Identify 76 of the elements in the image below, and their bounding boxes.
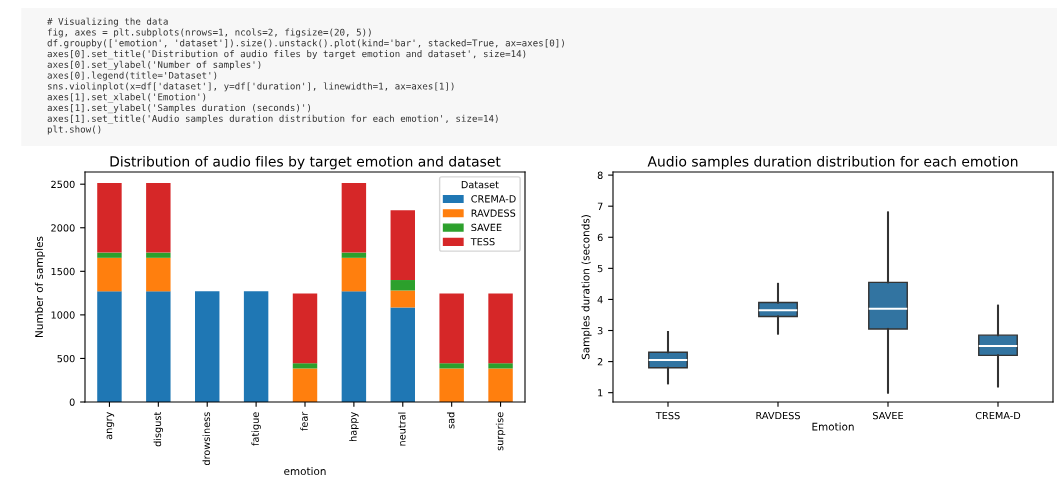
text: axes[0].set_ylabel('Number of samples') — [47, 60, 261, 70]
bar — [195, 291, 220, 402]
x-tick-label: disgust — [153, 411, 164, 447]
text: axes[0].legend(title='Dataset') — [47, 71, 217, 81]
bar — [390, 290, 415, 308]
y-axis-title: Samples duration (seconds) — [581, 215, 592, 360]
y-tick-label: 1000 — [51, 311, 75, 319]
y-tick-label: 7 — [597, 202, 603, 210]
bar — [341, 257, 367, 292]
x-tick-label: surprise — [495, 412, 506, 451]
y-tick-label: 2500 — [51, 180, 75, 189]
y-tick-label: 4 — [597, 296, 603, 304]
bar — [439, 363, 464, 369]
bar — [488, 368, 513, 402]
text: axes[1].set_ylabel('Samples duration (seconds)') — [47, 103, 311, 114]
x-axis-title: emotion — [284, 467, 326, 476]
bar — [97, 252, 122, 258]
chart-title: Audio samples duration distribution for each emotion — [647, 155, 1018, 170]
y-tick-label: 8 — [597, 171, 603, 179]
y-tick-label: 500 — [57, 354, 75, 363]
bar — [488, 293, 513, 364]
x-tick-label: neutral — [398, 412, 406, 446]
x-tick-label: drowsiness — [202, 412, 211, 466]
y-tick-label: 6 — [597, 233, 603, 242]
bar — [243, 291, 269, 402]
bar — [439, 368, 464, 402]
bar — [146, 257, 171, 292]
y-tick-label: 0 — [69, 398, 75, 406]
x-tick-label: fear — [300, 411, 308, 431]
text: axes[0].set_title('Distribution of audio files by target emotion and dataset', size=14) — [47, 50, 526, 60]
text: # Visualizing the data — [47, 17, 168, 27]
text: fig, axes = plt.subplots(nrows=1, ncols=2, figsize=(20, 5)) — [47, 28, 371, 38]
bar — [292, 293, 318, 364]
x-tick-label: angry — [106, 412, 115, 440]
x-tick-label: CREMA-D — [975, 411, 1021, 420]
bar — [488, 363, 513, 369]
bar — [292, 368, 318, 402]
bar — [146, 182, 171, 253]
text: df.groupby(['emotion', 'dataset']).size().unstack().plot(kind='bar', stacked=True, ax=axes[0]) — [47, 39, 564, 49]
bar — [97, 257, 122, 292]
bar — [341, 182, 367, 253]
text: axes[1].set_xlabel('Emotion') — [47, 93, 206, 103]
legend-title: Dataset — [461, 181, 499, 189]
legend-label: TESS — [470, 238, 495, 246]
bar — [390, 280, 415, 291]
y-tick-label: 1500 — [51, 267, 75, 276]
x-tick-label: TESS — [655, 411, 680, 420]
bar — [146, 252, 171, 258]
bar — [97, 291, 122, 402]
x-tick-label: RAVDESS — [756, 411, 800, 420]
x-tick-label: happy — [349, 412, 359, 442]
bar — [341, 291, 367, 402]
legend-label: CREMA-D — [471, 195, 516, 203]
text: axes[1].set_title('Audio samples duration distribution for each emotion', size=14) — [47, 114, 498, 124]
bar — [97, 182, 122, 253]
chart-title: Distribution of audio files by target emotion and dataset — [110, 155, 501, 170]
y-tick-label: 2000 — [51, 224, 75, 232]
x-axis-title: Emotion — [812, 422, 854, 431]
x-tick-label: fatigue — [251, 412, 261, 446]
text: sns.violinplot(x=df['dataset'], y=df['duration'], linewidth=1, ax=axes[1]) — [47, 82, 454, 92]
y-axis-title: Number of samples — [34, 236, 45, 337]
bar — [439, 293, 464, 364]
text: plt.show() — [47, 125, 101, 135]
bar — [146, 291, 171, 402]
y-tick-label: 5 — [597, 264, 603, 273]
legend-label: RAVDESS — [471, 209, 516, 217]
x-tick-label: SAVEE — [872, 411, 904, 420]
y-tick-label: 1 — [598, 389, 603, 397]
y-tick-label: 3 — [597, 326, 603, 335]
bar — [390, 307, 415, 402]
bar — [390, 210, 415, 281]
x-tick-label: sad — [446, 412, 455, 429]
y-tick-label: 2 — [597, 358, 603, 366]
bar — [292, 363, 318, 369]
legend-label: SAVEE — [471, 223, 502, 232]
bar — [341, 252, 367, 258]
